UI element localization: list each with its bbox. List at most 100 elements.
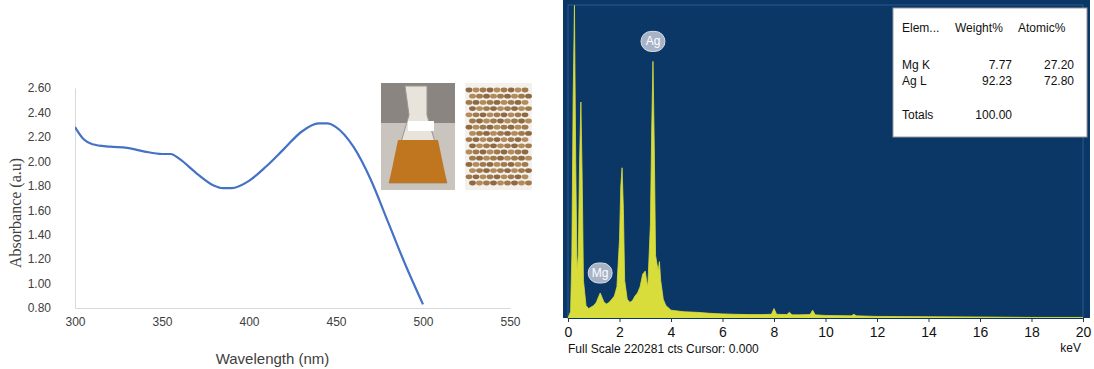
seed	[518, 131, 525, 136]
y-axis-tick: 2.20	[28, 130, 75, 144]
seed	[480, 112, 487, 117]
uv-vis-chart: 3003504004505005500.801.001.201.401.601.…	[7, 81, 532, 367]
x-axis-tick-mark	[568, 318, 569, 322]
x-axis-tick-mark	[877, 318, 878, 322]
seed	[504, 156, 511, 161]
seed	[504, 181, 511, 186]
seed	[508, 88, 515, 93]
x-axis-tick-label: 16	[973, 324, 989, 340]
seed	[494, 137, 501, 142]
seed	[515, 112, 522, 117]
seed	[508, 137, 515, 142]
seed	[511, 119, 518, 124]
annotation-badge	[588, 263, 612, 283]
table-header: Weight%	[955, 21, 1003, 35]
seed	[515, 100, 522, 105]
table-header: Atomic%	[1018, 21, 1066, 35]
x-axis-line	[76, 308, 511, 309]
x-axis-tick-mark	[671, 318, 672, 322]
seed	[504, 106, 511, 111]
table-cell: 7.77	[989, 58, 1013, 72]
seed	[508, 125, 515, 130]
x-axis-tick: 0	[565, 318, 573, 340]
seed	[497, 94, 504, 99]
seed	[518, 94, 525, 99]
x-axis-tick: 10	[818, 318, 834, 340]
annotation-label: Ag	[646, 34, 661, 48]
table-box	[893, 8, 1087, 137]
seed	[508, 150, 515, 155]
seed	[518, 119, 525, 124]
seed	[504, 94, 511, 99]
x-axis-title: keV	[1060, 341, 1081, 355]
seed	[525, 119, 532, 124]
seed	[525, 106, 532, 111]
seed	[473, 88, 480, 93]
seed	[469, 131, 476, 136]
seed	[511, 143, 518, 148]
seed	[494, 150, 501, 155]
x-axis-tick-label: 0	[565, 324, 573, 340]
seed	[466, 125, 473, 130]
seed	[501, 150, 508, 155]
x-axis-tick: 500	[413, 308, 433, 329]
seed	[515, 162, 522, 167]
photo-flask-bg	[381, 83, 455, 190]
y-axis: 0.801.001.201.401.601.802.002.202.402.60	[28, 81, 76, 315]
seed	[511, 168, 518, 173]
x-axis-tick-label: 4	[668, 324, 676, 340]
seed	[497, 181, 504, 186]
seed	[476, 168, 483, 173]
seed	[490, 181, 497, 186]
table-total: 100.00	[975, 108, 1012, 122]
seed	[473, 100, 480, 105]
y-axis-tick-label: 1.80	[28, 179, 52, 193]
seed	[490, 168, 497, 173]
seed	[522, 112, 529, 117]
seed	[511, 106, 518, 111]
seed	[504, 168, 511, 173]
y-axis-tick-label: 2.20	[28, 130, 52, 144]
x-axis-tick-mark	[774, 318, 775, 322]
seed	[515, 150, 522, 155]
y-axis-tick: 1.40	[28, 228, 75, 242]
seed	[487, 88, 494, 93]
y-axis-title: Absorbance (a.u)	[7, 158, 25, 268]
seed	[501, 88, 508, 93]
seed	[525, 94, 532, 99]
seed	[525, 143, 532, 148]
seed	[497, 119, 504, 124]
seed	[487, 150, 494, 155]
seed	[487, 125, 494, 130]
seed	[469, 168, 476, 173]
seed	[476, 156, 483, 161]
seed	[483, 181, 490, 186]
seed	[511, 156, 518, 161]
seed	[480, 162, 487, 167]
seed	[501, 125, 508, 130]
y-axis-tick: 1.00	[28, 277, 75, 291]
x-axis-tick: 8	[771, 318, 779, 340]
seed	[522, 162, 529, 167]
seed	[515, 137, 522, 142]
seed	[480, 100, 487, 105]
seed	[487, 137, 494, 142]
seed	[525, 168, 532, 173]
seed	[466, 174, 473, 179]
table-header: Elem...	[902, 21, 939, 35]
edx-chart: 02468101214161820keVFull Scale 220281 ct…	[563, 0, 1091, 356]
seed	[494, 125, 501, 130]
x-axis-tick-label: 2	[616, 324, 624, 340]
footer-note: Full Scale 220281 cts Cursor: 0.000	[568, 342, 759, 356]
y-axis-tick: 0.80	[28, 301, 75, 315]
x-axis-tick-mark	[1032, 318, 1033, 322]
x-axis-tick-mark	[723, 318, 724, 322]
seed	[494, 174, 501, 179]
table-cell: 92.23	[982, 74, 1012, 88]
inset-photos	[381, 83, 532, 190]
seed	[473, 112, 480, 117]
seed	[469, 143, 476, 148]
seed	[508, 112, 515, 117]
seed	[476, 106, 483, 111]
x-axis-tick-label: 10	[818, 324, 834, 340]
